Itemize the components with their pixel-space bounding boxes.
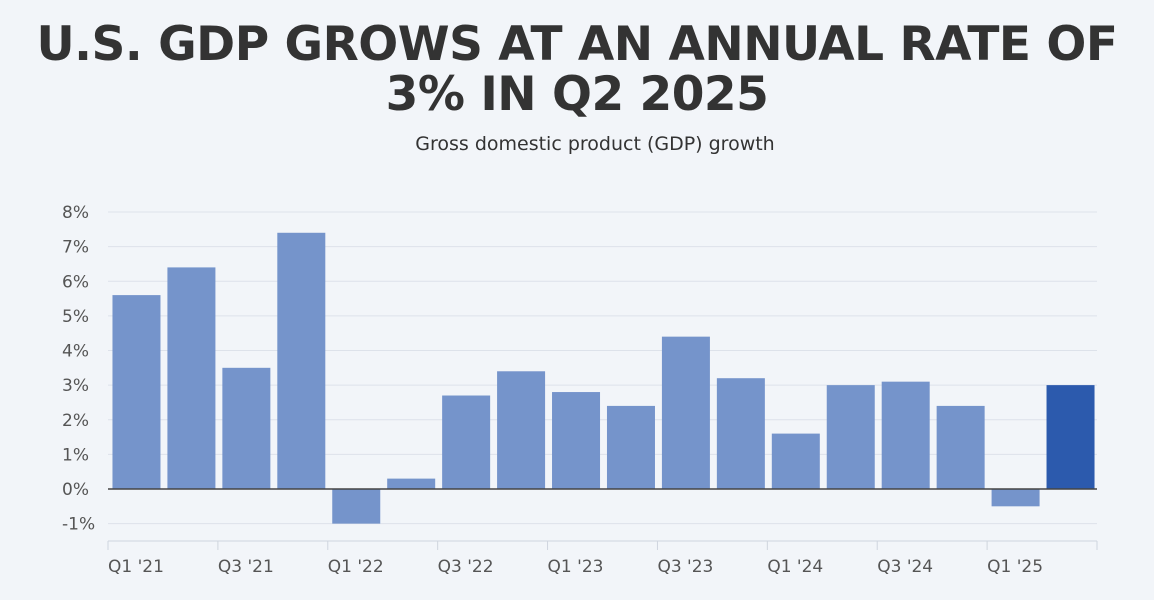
y-tick-label: 4%	[62, 342, 89, 362]
x-tick-label: Q3 '24	[877, 557, 933, 577]
chart-title-line-1: U.S. GDP GROWS AT AN ANNUAL RATE OF	[36, 17, 1118, 72]
bar	[387, 478, 436, 489]
bar	[881, 381, 930, 489]
bar	[497, 371, 546, 489]
bar	[826, 385, 875, 489]
chart-subtitle: Gross domestic product (GDP) growth	[415, 133, 775, 155]
y-tick-label: 0%	[62, 480, 89, 500]
bar	[222, 367, 271, 489]
bar	[1046, 385, 1095, 489]
bar	[332, 489, 381, 524]
y-tick-label: 8%	[62, 203, 89, 223]
x-tick-label: Q3 '23	[657, 557, 713, 577]
chart-title: U.S. GDP GROWS AT AN ANNUAL RATE OF 3% I…	[0, 20, 1154, 120]
bar	[167, 267, 216, 489]
bar	[716, 378, 765, 489]
bar	[771, 433, 820, 489]
bar	[552, 392, 601, 489]
y-tick-label: -1%	[62, 515, 95, 535]
x-tick-label: Q1 '25	[987, 557, 1043, 577]
x-tick-label: Q3 '22	[438, 557, 494, 577]
y-tick-label: 7%	[62, 238, 89, 258]
y-tick-label: 3%	[62, 376, 89, 396]
x-tick-label: Q1 '23	[548, 557, 604, 577]
bar	[936, 405, 985, 489]
y-tick-label: 6%	[62, 272, 89, 292]
bar	[277, 232, 326, 489]
x-tick-label: Q3 '21	[218, 557, 274, 577]
x-tick-label: Q1 '22	[328, 557, 384, 577]
x-tick-label: Q1 '24	[767, 557, 823, 577]
bar	[991, 489, 1040, 507]
chart-title-line-2: 3% IN Q2 2025	[385, 67, 769, 122]
y-tick-label: 2%	[62, 411, 89, 431]
y-tick-label: 5%	[62, 307, 89, 327]
bar	[606, 405, 655, 489]
bar	[661, 336, 710, 489]
y-tick-label: 1%	[62, 445, 89, 465]
x-tick-label: Q1 '21	[108, 557, 164, 577]
bar	[442, 395, 491, 489]
bar	[112, 295, 161, 489]
